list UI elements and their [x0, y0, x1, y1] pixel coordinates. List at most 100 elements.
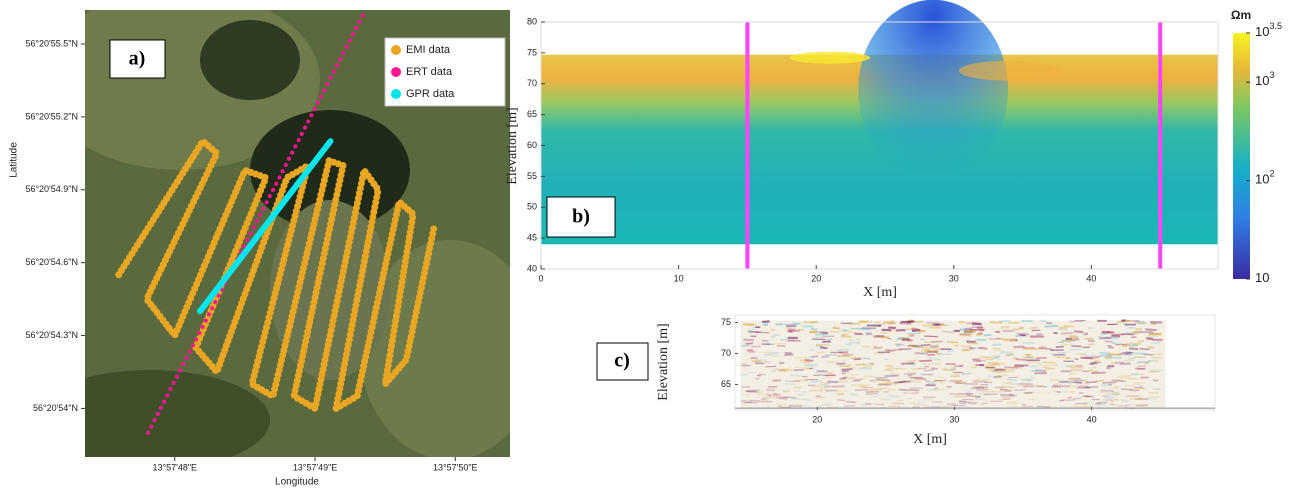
reflection: [875, 387, 890, 390]
reflection: [933, 388, 946, 391]
reflection: [1131, 390, 1137, 393]
reflection: [827, 371, 834, 375]
reflection: [1037, 362, 1043, 366]
reflection: [906, 359, 917, 363]
reflection: [784, 379, 790, 383]
reflection: [818, 382, 825, 385]
reflection: [1002, 368, 1014, 371]
reflection: [1091, 371, 1106, 374]
reflection: [854, 388, 869, 392]
reflection: [1137, 340, 1144, 343]
reflection: [975, 398, 987, 401]
y-tick-label: 56°20'54.3"N: [25, 330, 78, 340]
reflection: [794, 379, 808, 382]
reflection: [1044, 325, 1058, 328]
reflection: [993, 375, 1002, 379]
reflection: [1082, 370, 1089, 373]
reflection: [1104, 340, 1113, 343]
reflection: [913, 346, 926, 349]
reflection: [941, 406, 953, 409]
x-tick-label: 0: [538, 273, 543, 283]
reflection: [951, 374, 960, 377]
reflection: [1055, 345, 1064, 348]
reflection: [1014, 389, 1027, 391]
reflection: [862, 386, 874, 389]
reflection: [863, 357, 871, 360]
x-axis-label: X [m]: [913, 432, 947, 447]
reflection: [943, 369, 957, 371]
reflection: [840, 335, 852, 339]
reflection: [806, 399, 813, 402]
reflection: [1116, 379, 1127, 382]
reflection: [1044, 367, 1056, 370]
reflection: [930, 367, 938, 370]
reflection: [787, 330, 793, 333]
reflection: [971, 326, 983, 329]
reflection: [908, 379, 914, 382]
reflection: [1059, 405, 1066, 408]
reflection: [925, 388, 937, 391]
reflection: [1036, 385, 1048, 388]
map-marks: [115, 10, 438, 435]
y-tick-label: 60: [527, 140, 537, 150]
tick-exponent: 3.5: [1269, 21, 1282, 31]
reflection: [752, 360, 763, 363]
series-track: [115, 137, 438, 412]
reflection: [845, 343, 852, 346]
reflection: [1053, 331, 1058, 335]
reflection: [1146, 337, 1153, 341]
reflection: [832, 326, 840, 330]
reflection: [924, 335, 938, 338]
resistive-zone: [789, 51, 870, 64]
reflection: [1070, 366, 1084, 369]
tick-base: 10: [1255, 74, 1269, 89]
radargram-image: [740, 319, 1166, 410]
reflection: [1115, 343, 1130, 346]
x-tick-label: 13°57'49"E: [293, 462, 338, 472]
reflection: [989, 321, 1003, 324]
reflection: [848, 331, 857, 334]
reflection: [849, 322, 861, 325]
reflection: [1112, 380, 1124, 382]
panel-map: a) Longitude Latitude EMI data ERT data GP…: [9, 10, 510, 488]
reflection: [1095, 379, 1105, 383]
reflection: [911, 377, 925, 380]
reflection: [884, 358, 889, 361]
x-tick-label: 20: [811, 273, 821, 283]
reflection: [1145, 328, 1157, 331]
reflection: [966, 321, 981, 325]
reflection: [790, 374, 802, 377]
x-tick-label: 10: [674, 273, 684, 283]
reflection: [772, 342, 786, 345]
reflection: [747, 371, 758, 374]
legend-label: EMI data: [406, 44, 451, 56]
reflection: [866, 393, 879, 395]
reflection: [835, 393, 845, 396]
reflection: [1058, 399, 1065, 402]
reflection: [1127, 377, 1140, 381]
reflection: [1044, 347, 1053, 350]
colorbar-tick-label: 103: [1255, 71, 1274, 89]
reflection: [1102, 381, 1117, 384]
reflection: [803, 361, 811, 364]
reflection: [984, 364, 995, 368]
legend-box: [384, 37, 506, 107]
resistivity-image: [541, 0, 1218, 245]
reflection: [1125, 395, 1140, 397]
series-track: [197, 138, 334, 315]
radargram-background: [740, 320, 1166, 409]
x-tick-label: 40: [1086, 273, 1096, 283]
reflection: [1083, 395, 1093, 398]
reflection: [746, 350, 756, 353]
reflection: [816, 395, 821, 398]
reflection: [1063, 325, 1075, 328]
reflection: [1093, 360, 1102, 363]
reflection: [942, 331, 955, 333]
y-tick-label: 45: [527, 233, 537, 243]
x-tick-label: 30: [949, 414, 959, 424]
y-tick-label: 56°20'55.5"N: [25, 38, 78, 48]
reflection: [741, 404, 746, 406]
reflection: [942, 405, 951, 408]
reflection: [1123, 353, 1134, 357]
reflection: [1070, 348, 1082, 351]
